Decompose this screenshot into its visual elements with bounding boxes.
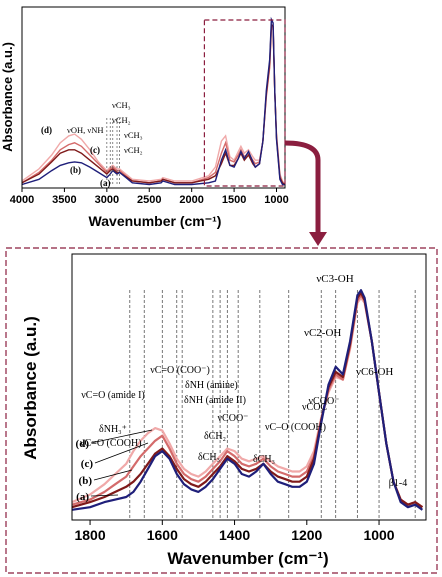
zoom-band-label: νC=O (COO⁻)	[150, 365, 210, 376]
top-series-line-3	[21, 24, 286, 186]
zoom-band-label: δCH₂	[204, 431, 226, 442]
zoom-series-line-1	[71, 289, 424, 511]
zoom-band-label: δNH (amide II)	[184, 395, 246, 406]
zoom-x-tick-label: 1000	[363, 527, 394, 543]
zoom-band-label: δCH₃	[253, 454, 275, 465]
zoom-curve-pointer	[93, 469, 133, 481]
top-x-tick-label: 1000	[264, 194, 288, 206]
zoom-box	[203, 19, 286, 187]
zoom-curve-pointer	[90, 429, 153, 444]
top-x-axis-label: Wavenumber (cm⁻¹)	[89, 213, 222, 229]
zoom-band-label: νC3-OH	[316, 273, 353, 285]
top-curve-label-4: (d)	[41, 125, 52, 135]
zoom-panel-frame	[5, 247, 438, 574]
top-band-label: νCH₃	[124, 130, 143, 140]
top-band-label: νCH₂	[124, 145, 143, 155]
top-series-line-1	[21, 16, 285, 186]
top-x-tick-label: 2000	[179, 194, 203, 206]
zoom-band-label: νC=O (amide I)	[81, 390, 144, 401]
zoom-connector-arrow	[284, 140, 327, 246]
top-band-label: νCH₃	[112, 100, 131, 110]
top-x-tick-label: 1500	[222, 194, 246, 206]
zoom-band-label: δCH₃	[198, 452, 220, 463]
zoom-series-group	[71, 289, 424, 511]
zoom-band-label: β1-4	[389, 478, 407, 489]
top-curve-label-2: (b)	[70, 165, 81, 175]
zoom-curve-pointer	[94, 442, 149, 464]
top-curve-label-1: (a)	[100, 178, 111, 188]
zoom-band-label: δNH (amine)	[185, 380, 238, 391]
top-x-tick-label: 3500	[52, 194, 76, 206]
top-band-label: νCH₂	[112, 115, 131, 125]
top-band-label: νOH, νNH	[67, 125, 104, 135]
zoom-x-tick-label: 1200	[291, 527, 322, 543]
zoom-x-tick-label: 1800	[74, 527, 105, 543]
zoom-curve-label-4: (d)	[76, 438, 90, 450]
zoom-x-axis-label: Wavenumber (cm⁻¹)	[167, 549, 328, 568]
zoom-curve-label-3: (c)	[81, 458, 94, 470]
zoom-band-lines	[129, 290, 416, 518]
zoom-band-labels: νC3-OH νC2-OH νC6-OH νCOC νC=O (COO⁻) δNH (am…	[80, 273, 407, 489]
top-curve-labels: (a) (b) (c) (d)	[41, 125, 111, 188]
zoom-x-tick-label: 1600	[147, 527, 178, 543]
top-x-ticks: 4000 3500 3000 2500 2000 1500 1000	[10, 188, 289, 206]
zoom-band-label: νC2-OH	[304, 327, 341, 339]
top-x-tick-label: 4000	[10, 194, 34, 206]
zoom-curve-label-1: (a)	[76, 491, 89, 503]
zoom-band-label: νC6-OH	[356, 366, 393, 378]
top-x-tick-label: 3000	[95, 194, 119, 206]
top-y-axis-label: Absorbance (a.u.)	[0, 42, 15, 152]
zoom-band-label: νC=O (COOH)	[80, 438, 142, 449]
zoom-curve-label-2: (b)	[79, 475, 93, 487]
top-band-labels: νOH, νNH νCH₃ νCH₂ νCH₃ νCH₂	[67, 100, 143, 155]
zoom-curve-pointer	[90, 494, 119, 497]
zoom-band-label: νC–O (COOH)	[265, 422, 326, 433]
zoom-x-tick-label: 1400	[219, 527, 250, 543]
zoom-band-label: νCOO⁻	[309, 396, 340, 407]
top-plot-frame	[21, 6, 286, 189]
top-curve-label-3: (c)	[90, 145, 100, 155]
zoom-band-label: νCOC	[302, 402, 327, 413]
zoom-band-label: δNH₃⁺	[99, 424, 127, 435]
top-x-tick-label: 2500	[137, 194, 161, 206]
zoom-curve-labels: (a) (b) (c) (d)	[76, 429, 153, 503]
zoom-plot-frame	[71, 253, 427, 521]
top-series-line-2	[21, 23, 286, 186]
top-band-lines	[106, 118, 120, 186]
top-series-line-4	[21, 26, 286, 185]
zoom-x-ticks: 1800 1600 1400 1200 1000	[74, 520, 395, 543]
zoom-band-label: νCOO⁻	[218, 413, 249, 424]
zoom-spectrum-chart: 1800 1600 1400 1200 1000 Wavenumber (cm⁻¹) A…	[5, 247, 438, 574]
zoom-y-axis-label: Absorbance (a.u.)	[21, 316, 40, 460]
full-spectrum-chart: 4000 3500 3000 2500 2000 1500 1000 Wavenumber …	[0, 6, 289, 229]
top-series-group	[21, 16, 286, 186]
